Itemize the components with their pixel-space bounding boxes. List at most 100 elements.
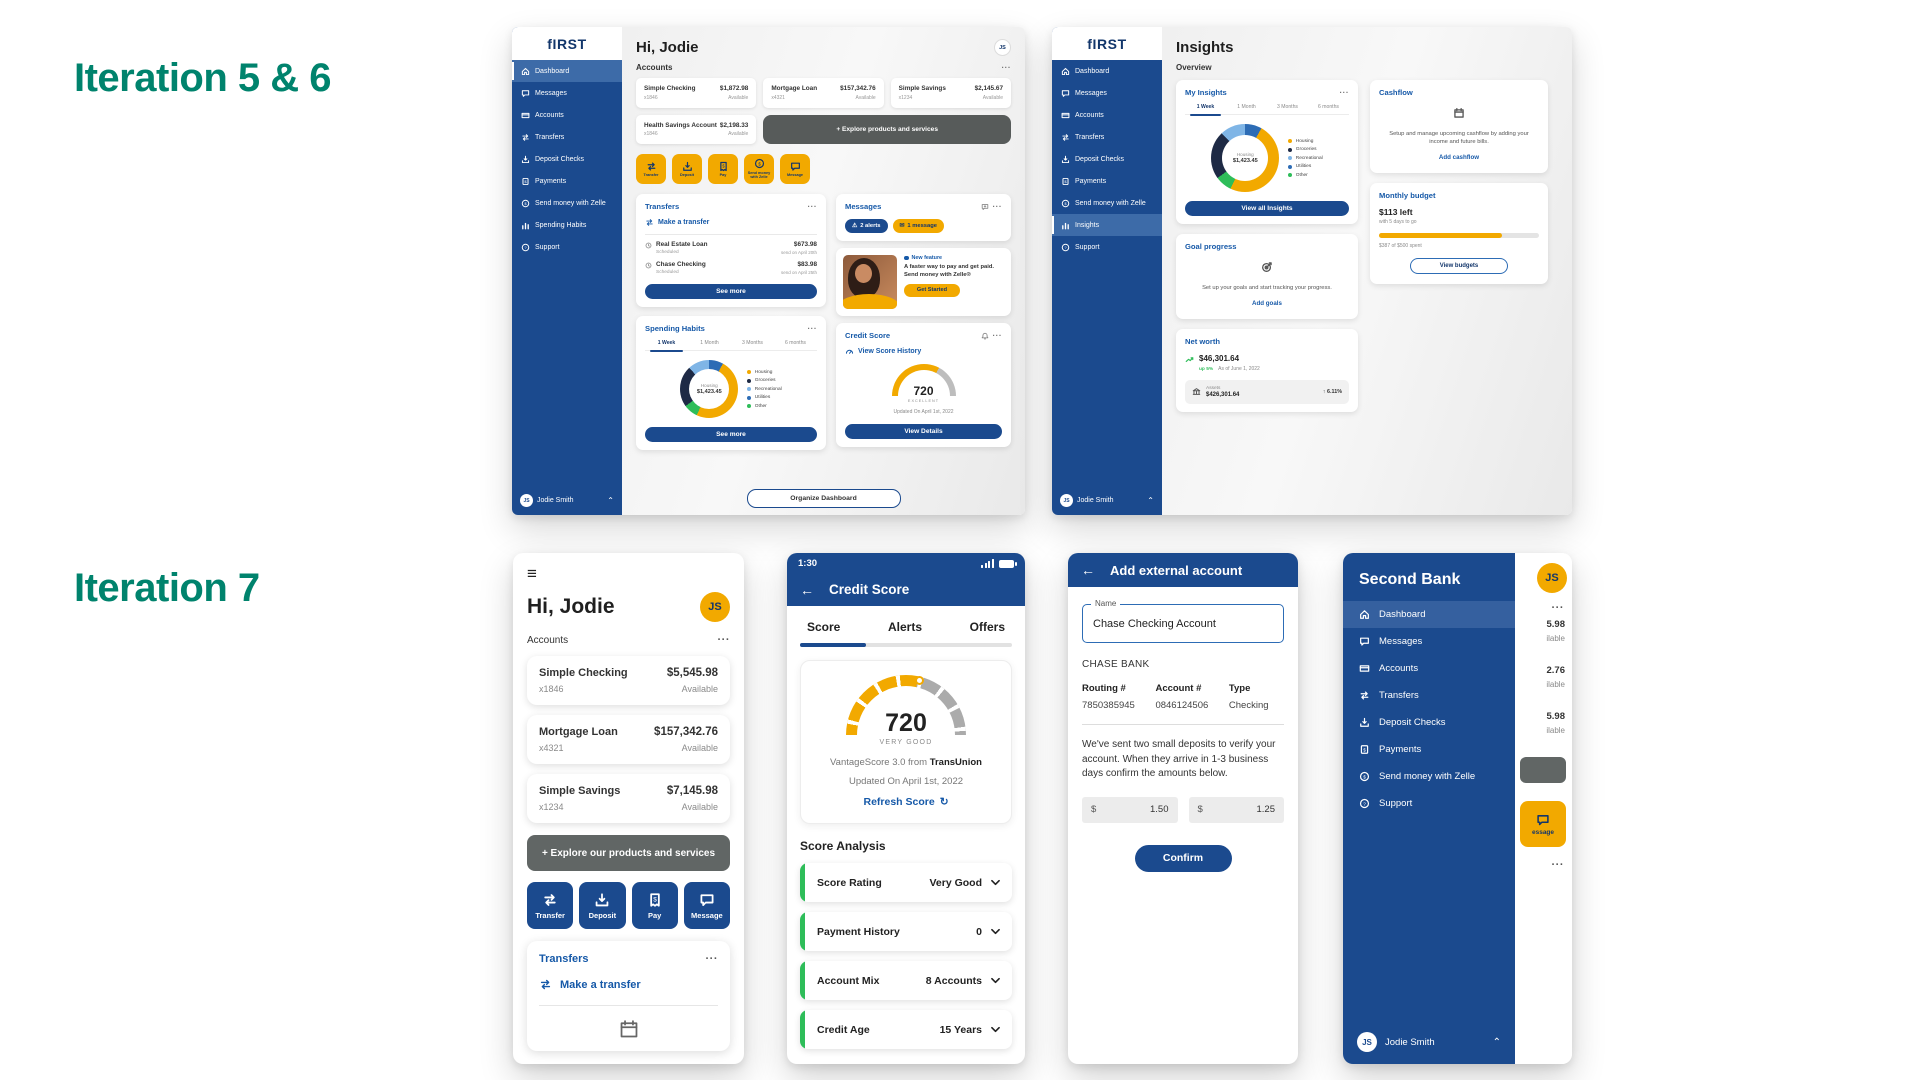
add-goals-link[interactable]: Add goals [1252,300,1282,308]
back-icon[interactable]: ← [1081,562,1095,578]
make-transfer-link[interactable]: Make a transfer [645,218,817,227]
account-card[interactable]: Simple Savings x1234 $7,145.98 Available [527,774,730,823]
see-more-button[interactable]: See more [645,284,817,299]
avatar[interactable]: JS [994,39,1011,56]
analysis-row-payment-history[interactable]: Payment History 0 [800,912,1012,951]
tab-score[interactable]: Score [807,620,841,634]
tab-3-months[interactable]: 3 Months [742,340,763,346]
sidebar-item-accounts[interactable]: Accounts [512,104,622,126]
menu-item-dashboard[interactable]: Dashboard [1343,601,1515,628]
sidebar-item-dashboard[interactable]: Dashboard [512,60,622,82]
sidebar-item-spending-habits[interactable]: Spending Habits [512,214,622,236]
view-all-insights-button[interactable]: View all Insights [1185,201,1349,216]
menu-item-transfers[interactable]: Transfers [1343,682,1515,709]
scheduled-transfer-row[interactable]: Real Estate Loan Scheduled $673.98 send on… [645,241,817,255]
see-more-button[interactable]: See more [645,427,817,442]
alerts-chip[interactable]: ⚠ 2 alerts [845,219,888,233]
tab-1-month[interactable]: 1 Month [1237,104,1256,110]
account-card[interactable]: Simple Checking x1846 $1,872.98 Available [636,78,757,108]
sidebar-item-messages[interactable]: Messages [512,82,622,104]
deposit-amount-input[interactable]: $ 1.25 [1188,796,1284,823]
sidebar-user-menu[interactable]: JS Jodie Smith ⌃ [1060,494,1154,507]
tab-alerts[interactable]: Alerts [888,620,923,634]
make-transfer-link[interactable]: Make a transfer [539,978,718,991]
pay-action-button[interactable]: $ Pay [708,154,738,184]
tab-1-week[interactable]: 1 Week [1185,104,1226,116]
get-started-button[interactable]: Get Started [904,283,960,297]
sidebar-item-accounts[interactable]: Accounts [1052,104,1162,126]
hamburger-menu-icon[interactable]: ≡ [527,564,537,583]
menu-item-messages[interactable]: Messages [1343,628,1515,655]
message-action-button[interactable]: Message [780,154,810,184]
sidebar-item-transfers[interactable]: Transfers [1052,126,1162,148]
more-icon[interactable]: ··· [1001,62,1011,72]
back-icon[interactable]: ← [800,581,814,598]
view-score-history-link[interactable]: View Score History [845,347,1002,356]
menu-item-zelle[interactable]: $ Send money with Zelle [1343,763,1515,790]
view-budgets-button[interactable]: View budgets [1410,258,1508,275]
menu-item-deposit-checks[interactable]: Deposit Checks [1343,709,1515,736]
tab-3-months[interactable]: 3 Months [1277,104,1298,110]
sidebar-item-messages[interactable]: Messages [1052,82,1162,104]
analysis-row-credit-age[interactable]: Credit Age 15 Years [800,1010,1012,1049]
sidebar-item-payments[interactable]: $ Payments [512,170,622,192]
user-menu[interactable]: JS Jodie Smith ⌃ [1343,1020,1515,1064]
sidebar-item-insights[interactable]: Insights [1052,214,1162,236]
deposit-action-button[interactable]: Deposit [579,882,626,929]
more-icon[interactable]: ··· [807,201,817,211]
account-card[interactable]: Simple Checking x1846 $5,545.98 Available [527,656,730,705]
sidebar-item-support[interactable]: ? Support [512,236,622,258]
tab-1-month[interactable]: 1 Month [700,340,719,346]
sidebar-user-menu[interactable]: JS Jodie Smith ⌃ [520,494,614,507]
message-action-button[interactable]: Message [683,882,730,929]
sidebar-item-deposit-checks[interactable]: Deposit Checks [1052,148,1162,170]
more-icon[interactable]: ··· [992,330,1002,340]
scheduled-transfer-row[interactable]: Chase Checking Scheduled $83.98 send on Ap… [645,261,817,275]
account-card[interactable]: Simple Savings x1234 $2,145.67 Available [890,78,1011,108]
more-icon[interactable]: ··· [717,634,730,646]
card-icon [521,111,530,120]
account-card[interactable]: Mortgage Loan x4321 $157,342.76 Available [763,78,884,108]
deposit-amount-input[interactable]: $ 1.50 [1082,796,1178,823]
account-name-input[interactable]: Name Chase Checking Account [1082,599,1284,643]
analysis-row-account-mix[interactable]: Account Mix 8 Accounts [800,961,1012,1000]
pay-action-button[interactable]: $ Pay [631,882,678,929]
sidebar-item-zelle[interactable]: $ Send money with Zelle [512,192,622,214]
sidebar-item-transfers[interactable]: Transfers [512,126,622,148]
sidebar-item-deposit-checks[interactable]: Deposit Checks [512,148,622,170]
sidebar-item-support[interactable]: ? Support [1052,236,1162,258]
compose-icon[interactable] [981,203,989,211]
bell-icon[interactable] [981,332,989,340]
confirm-button[interactable]: Confirm [1134,844,1232,872]
more-icon[interactable]: ··· [992,201,1002,211]
more-icon[interactable]: ··· [1339,87,1349,97]
organize-dashboard-button[interactable]: Organize Dashboard [746,489,901,508]
tab-6-months[interactable]: 6 months [1318,104,1339,110]
sidebar-item-dashboard[interactable]: Dashboard [1052,60,1162,82]
account-card[interactable]: Mortgage Loan x4321 $157,342.76 Available [527,715,730,764]
menu-item-support[interactable]: ? Support [1343,790,1515,817]
deposit-action-button[interactable]: Deposit [672,154,702,184]
sidebar-item-zelle[interactable]: $ Send money with Zelle [1052,192,1162,214]
explore-products-button[interactable]: + Explore products and services [763,114,1011,144]
add-cashflow-link[interactable]: Add cashflow [1438,154,1480,162]
tab-1-week[interactable]: 1 Week [645,340,688,352]
more-icon[interactable]: ··· [705,953,718,965]
explore-products-button[interactable]: + Explore our products and services [527,835,730,871]
assets-row[interactable]: Assets $426,301.64 ↑ 6.11% [1185,379,1349,405]
tab-6-months[interactable]: 6 months [785,340,806,346]
transfer-action-button[interactable]: Transfer [636,154,666,184]
avatar[interactable]: JS [700,592,730,622]
tab-offers[interactable]: Offers [969,620,1005,634]
refresh-score-link[interactable]: Refresh Score ↻ [863,796,948,808]
more-icon[interactable]: ··· [807,323,817,333]
view-details-button[interactable]: View Details [845,424,1002,439]
transfer-action-button[interactable]: Transfer [527,882,574,929]
analysis-row-score-rating[interactable]: Score Rating Very Good [800,863,1012,902]
menu-item-accounts[interactable]: Accounts [1343,655,1515,682]
sidebar-item-payments[interactable]: $ Payments [1052,170,1162,192]
menu-item-payments[interactable]: $ Payments [1343,736,1515,763]
account-card[interactable]: Health Savings Account x1846 $2,198.33 Ava… [636,114,757,144]
messages-chip[interactable]: ✉ 1 message [892,219,945,233]
zelle-action-button[interactable]: $ Send money with Zelle [744,154,774,184]
